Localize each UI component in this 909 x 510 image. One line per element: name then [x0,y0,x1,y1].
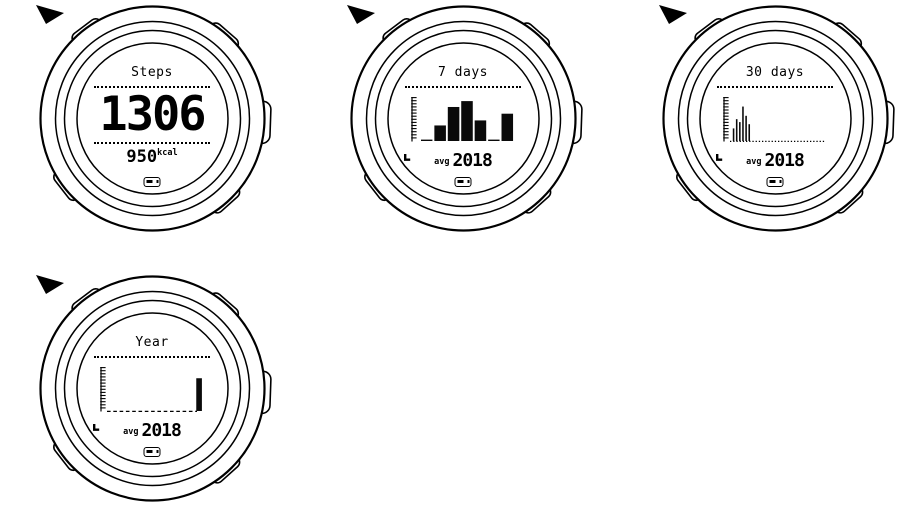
chart-bar [745,115,747,141]
battery-icon [766,177,784,187]
screen-ring [698,41,852,195]
watch-screen: 7 days avg 2018 [388,43,538,193]
avg-label: avg [434,156,450,167]
press-lower-left-button-arrow-icon [35,4,64,24]
steps-7-days-bar-chart [411,97,514,142]
kcal-value: 950 [126,147,158,167]
average-row: avg 2018 [700,151,850,170]
chart-bar [501,113,514,141]
steps-30-days-bar-chart [723,97,825,143]
watch-screen: 30 days avg 2018 [700,43,850,193]
screen-title: 7 days [438,65,488,80]
average-row: avg 2018 [388,151,538,170]
chart-zero-mark [421,139,433,141]
screen-title: 30 days [745,65,805,80]
battery-icon [454,177,472,187]
press-lower-left-button-arrow-icon [658,4,687,24]
chart-bar [447,106,460,141]
watch-case [661,4,895,232]
chart-bar [742,106,744,141]
chart-zero-mark [488,139,500,141]
avg-value: 2018 [141,420,182,441]
battery-icon [143,177,161,187]
dotted-separator [94,356,210,358]
chart-bar [739,122,741,141]
battery-icon [143,447,161,457]
watch-steps-7-days: 7 days avg 2018 [346,1,583,236]
watch-screen: Year avg 2018 [77,313,227,463]
chart-bar [474,120,487,141]
press-lower-left-button-arrow-icon [346,4,375,24]
watch-case [38,274,272,502]
avg-value: 2018 [764,150,805,171]
chart-bar [434,125,446,141]
watch-steps-year: Year avg 2018 [35,271,272,506]
screen-title: Year [135,335,169,350]
axis-origin-mark [92,417,100,431]
chart-bar [732,128,735,141]
watch-screen: Steps 1306 950kcal [77,43,227,193]
dotted-separator [405,86,521,88]
press-lower-left-button-arrow-icon [35,274,64,294]
watch-steps-today: Steps 1306 950kcal [35,1,272,236]
watch-case [38,4,272,232]
steps-year-bar-chart [100,367,202,413]
screen-ring [75,41,229,195]
dotted-separator [94,86,210,88]
dotted-separator [717,86,833,88]
watch-steps-30-days: 30 days avg 2018 [658,1,895,236]
avg-value: 2018 [452,150,493,171]
chart-bar [735,119,738,141]
screen-title: Steps [131,65,173,80]
chart-bar [748,124,751,141]
axis-origin-mark [715,147,723,161]
chart-bar [196,378,202,411]
dotted-separator [94,142,210,144]
chart-bar [461,101,473,141]
steps-value: 1306 [99,87,206,142]
avg-label: avg [746,156,762,167]
screen-ring [75,311,229,465]
axis-origin-mark [403,147,411,161]
kcal-row: 950kcal [77,147,227,167]
kcal-unit: kcal [157,148,178,158]
avg-label: avg [123,426,139,437]
average-row: avg 2018 [77,421,227,440]
